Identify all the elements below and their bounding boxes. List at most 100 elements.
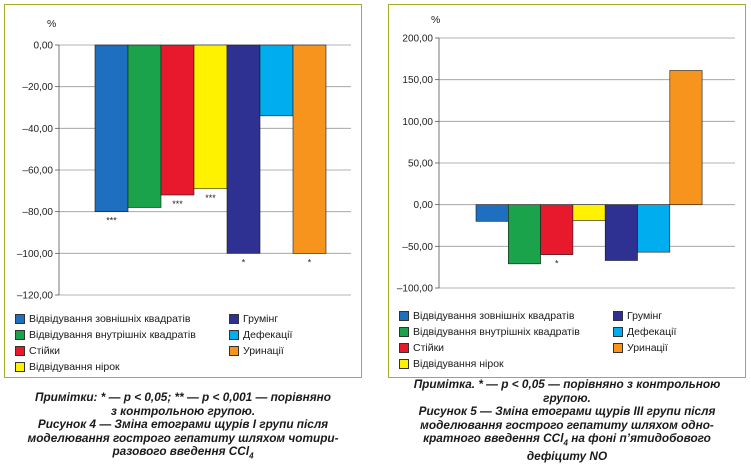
legend-label: Стійки	[29, 344, 61, 357]
legend-item: Відвідування нірок	[399, 357, 504, 370]
significance-marker: *	[555, 259, 559, 269]
significance-marker: ***	[172, 199, 183, 209]
bar-3	[540, 204, 574, 255]
caption-figure-line-3: кратного введення CCl4 на фоні п’ятидобо…	[388, 431, 746, 450]
legend-swatch	[399, 310, 409, 321]
y-tick-label: –20,00	[22, 82, 53, 93]
bar-7	[292, 44, 327, 254]
legend-item: Дефекації	[613, 325, 676, 338]
legend-swatch	[613, 326, 623, 337]
legend-label: Дефекації	[627, 325, 677, 338]
bar-4	[572, 204, 606, 221]
legend-label: Відвідування нірок	[413, 357, 504, 370]
y-tick-label: –120,00	[17, 291, 54, 302]
y-tick-label: –80,00	[22, 207, 53, 218]
bar-1	[475, 204, 509, 222]
bar-1	[94, 44, 129, 212]
y-tick-label: –100,00	[17, 249, 54, 260]
legend-label: Стійки	[413, 341, 445, 354]
legend-item: Відвідування нірок	[15, 360, 120, 373]
caption-note-line-1: Примітки: * — р < 0,05; ** — р < 0,001 —…	[34, 390, 332, 404]
caption-subscript: 4	[563, 438, 568, 448]
legend-swatch	[15, 345, 25, 356]
legend-item: Відвідування зовнішніх квадратів	[399, 309, 574, 322]
y-tick-label: 0,00	[34, 41, 54, 52]
caption-note-line-2: з контрольною групою.	[110, 403, 256, 418]
y-tick-label: –100,00	[397, 284, 434, 295]
caption-figure-line-2: моделювання гострого гепатиту шляхом чот…	[27, 430, 339, 445]
legend-item: Грумінг	[613, 309, 662, 322]
y-tick-label: 100,00	[402, 117, 433, 128]
legend-label: Відвідування нірок	[29, 360, 120, 373]
figure-4-panel: % 0,00 –20,00 –40,00 –60,00 –80,00 –100,00 –120…	[0, 0, 366, 471]
y-tick-label: 150,00	[402, 75, 433, 86]
y-tick-label: –60,00	[22, 166, 53, 177]
significance-marker: ***	[205, 193, 216, 203]
significance-marker: *	[308, 257, 312, 267]
chart-frame-figure-4: % 0,00 –20,00 –40,00 –60,00 –80,00 –100,00 –120…	[4, 4, 362, 378]
legend-label: Уринації	[627, 341, 668, 354]
legend-label: Дефекації	[243, 328, 293, 341]
legend-swatch	[399, 358, 409, 369]
legend-item: Відвідування внутрішніх квадратів	[399, 325, 580, 338]
caption-figure-5: Примітка. * — р < 0,05 — порівняно з кон…	[388, 377, 746, 463]
bar-6	[637, 204, 671, 253]
caption-figure-line-4: дефіциту NO	[526, 448, 608, 463]
legend-swatch	[613, 342, 623, 353]
legend-swatch	[15, 313, 25, 324]
bar-4	[193, 44, 228, 190]
caption-figure-4: Примітки: * — р < 0,05; ** — р < 0,001 —…	[4, 390, 362, 463]
legend-item: Відвідування зовнішніх квадратів	[15, 312, 190, 325]
y-axis-unit-label: %	[47, 18, 56, 30]
y-tick-label: –40,00	[22, 124, 53, 135]
legend-label: Відвідування зовнішніх квадратів	[29, 312, 191, 325]
y-tick-label: 50,00	[408, 159, 433, 170]
bar-chart-figure-4: % 0,00 –20,00 –40,00 –60,00 –80,00 –100,00 –120…	[17, 18, 351, 302]
bar-5	[604, 204, 638, 261]
legend-item: Уринації	[229, 344, 284, 357]
y-tick-label: 200,00	[402, 34, 433, 45]
legend-swatch	[229, 313, 239, 324]
caption-figure-line-3: разового введення CCl4	[4, 444, 362, 463]
legend-item: Дефекації	[229, 328, 292, 341]
y-tick-label: –50,00	[402, 242, 433, 253]
legend-swatch	[229, 329, 239, 340]
caption-figure-line-1: Рисунок 4 — Зміна етограми щурів І групи…	[37, 417, 329, 431]
chart-frame-figure-5: % 200,00 150,00 100,00 50,00 0,00 –50,00 –100,0…	[388, 4, 746, 378]
caption-figure-line-3-text: разового введення CCl	[112, 444, 250, 458]
y-axis-unit-label: %	[431, 14, 440, 26]
legend-swatch	[15, 329, 25, 340]
legend-item: Відвідування внутрішніх квадратів	[15, 328, 196, 341]
legend-label: Грумінг	[627, 309, 663, 322]
caption-figure-line-1: Рисунок 5 — Зміна етограми щурів ІІІ гру…	[418, 404, 716, 418]
legend-label: Відвідування внутрішніх квадратів	[29, 328, 196, 341]
caption-note-line-2: групою.	[543, 390, 591, 405]
legend-label: Відвідування внутрішніх квадратів	[413, 325, 580, 338]
legend-swatch	[229, 345, 239, 356]
legend-swatch	[15, 361, 25, 372]
bar-6	[259, 44, 294, 117]
caption-figure-line-3-suffix: на фоні п’ятидобового	[567, 431, 711, 445]
bar-7	[669, 70, 703, 205]
legend-item: Уринації	[613, 341, 668, 354]
caption-note-line-1: Примітка. * — р < 0,05 — порівняно з кон…	[413, 377, 721, 391]
legend-swatch	[399, 342, 409, 353]
legend-label: Грумінг	[243, 312, 279, 325]
bar-3	[160, 44, 195, 196]
legend-item: Стійки	[399, 341, 444, 354]
legend-swatch	[613, 310, 623, 321]
caption-figure-line-2: моделювання гострого гепатиту шляхом одн…	[420, 417, 714, 432]
legend-label: Відвідування зовнішніх квадратів	[413, 309, 575, 322]
bar-chart-figure-5: % 200,00 150,00 100,00 50,00 0,00 –50,00 –100,0…	[397, 14, 735, 295]
bar-2	[127, 44, 162, 208]
legend-label: Уринації	[243, 344, 284, 357]
legend-item: Стійки	[15, 344, 60, 357]
bar-5	[226, 44, 261, 254]
legend-item: Грумінг	[229, 312, 278, 325]
y-tick-label: 0,00	[414, 200, 434, 211]
bar-2	[508, 204, 541, 265]
caption-subscript: 4	[249, 451, 254, 461]
caption-figure-line-3-text: кратного введення CCl	[423, 431, 564, 445]
legend-swatch	[399, 326, 409, 337]
significance-marker: ***	[106, 216, 117, 226]
